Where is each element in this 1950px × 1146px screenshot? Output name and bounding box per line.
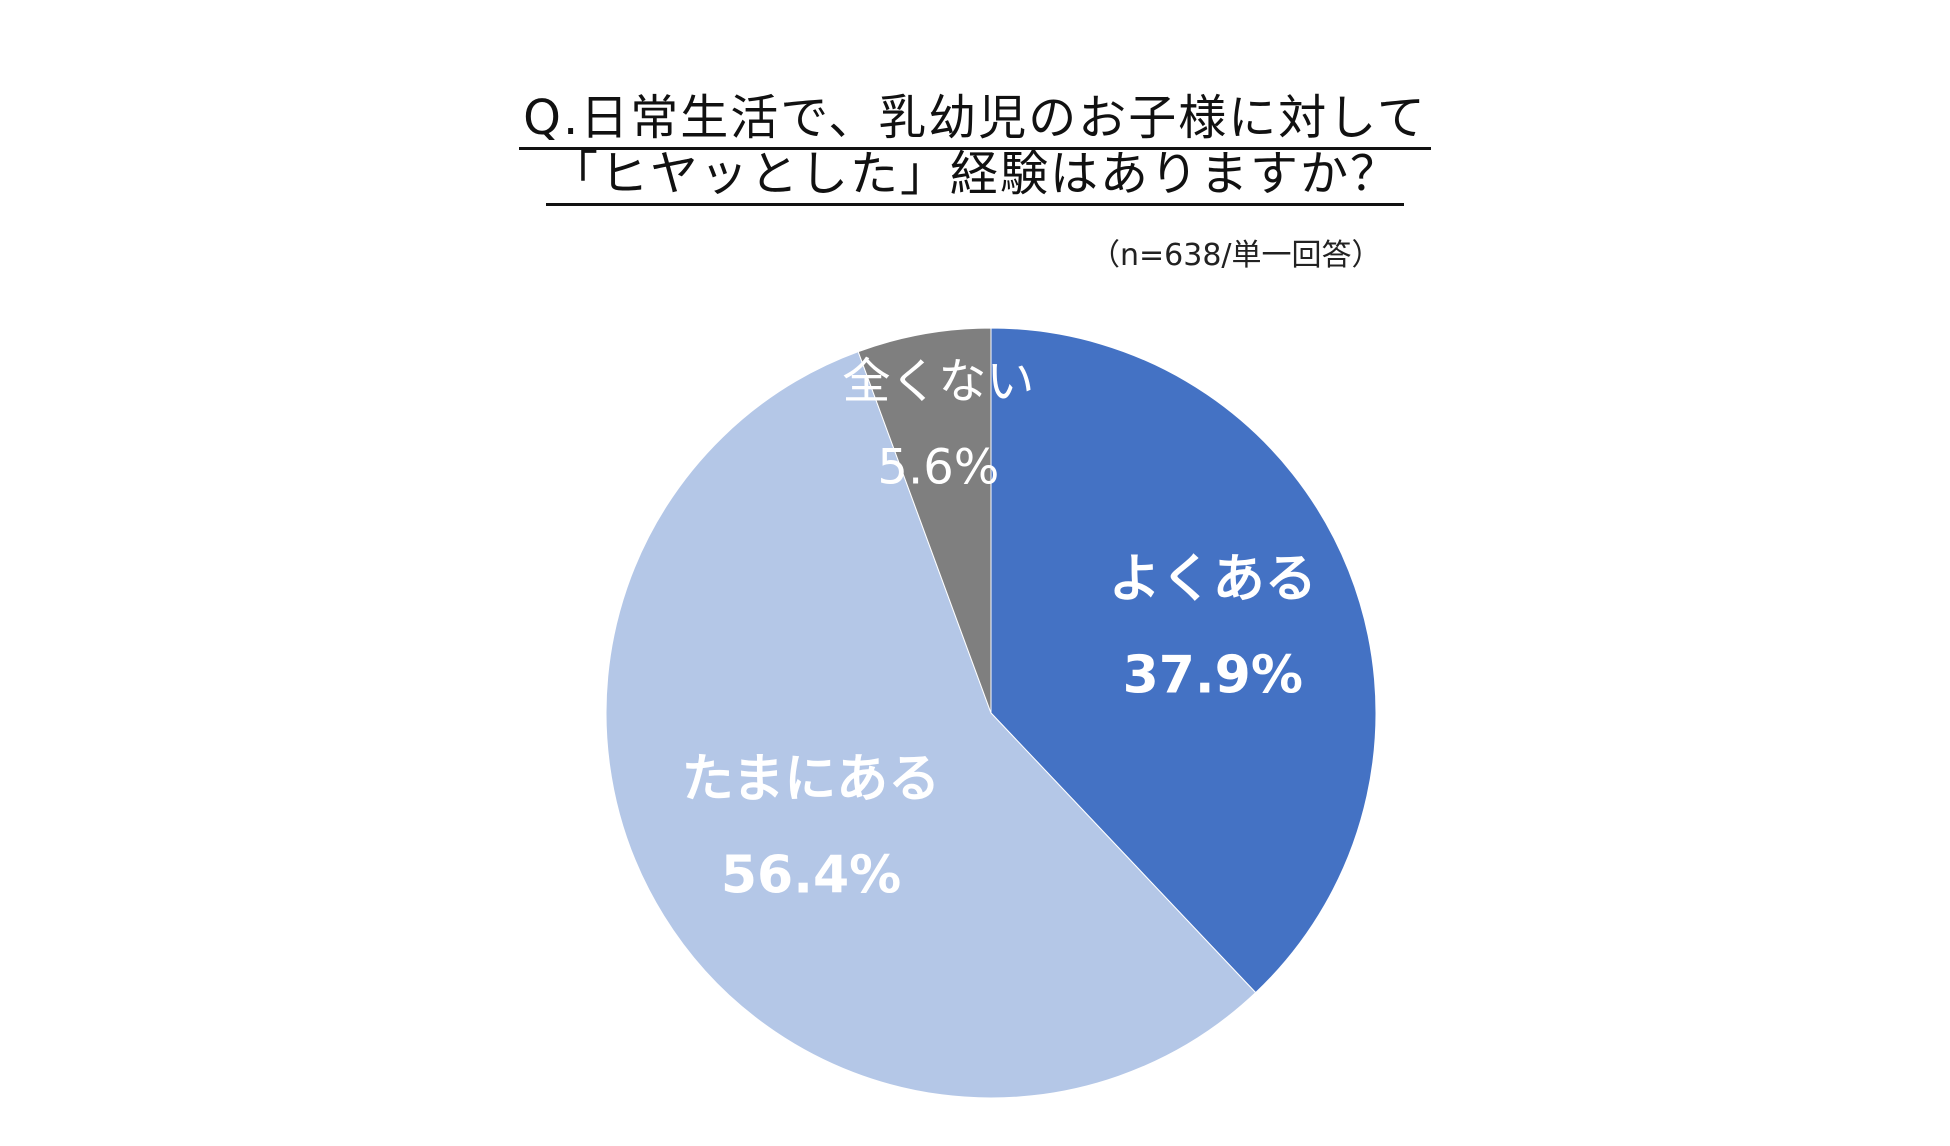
- slice-value-label-3: 5.6%: [877, 439, 999, 495]
- sample-size-note: （n=638/単一回答）: [1090, 238, 1382, 273]
- slice-label-1: よくある: [1109, 550, 1317, 610]
- pie-slice-3: [857, 327, 992, 714]
- pie-slice-2: [605, 350, 1257, 1099]
- chart-title-text-1: Q.日常生活で、乳幼児のお子様に対して: [519, 90, 1431, 150]
- pie-slices: [605, 327, 1377, 1099]
- slice-label-2: たまにある: [682, 750, 940, 810]
- slice-label-3: 全くない: [842, 353, 1034, 409]
- chart-title-text-2: 「ヒヤッとした」経験はありますか？: [545, 146, 1404, 206]
- pie-labels: よくある 37.9% たまにある 56.4% 全くない 5.6%: [682, 353, 1317, 905]
- chart-title-line-1: Q.日常生活で、乳幼児のお子様に対して: [0, 90, 1950, 150]
- chart-title-line-2: 「ヒヤッとした」経験はありますか？: [0, 146, 1950, 206]
- pie-slice-1: [990, 327, 1377, 994]
- slice-value-label-2: 56.4%: [721, 846, 901, 906]
- slice-value-label-1: 37.9%: [1123, 646, 1303, 706]
